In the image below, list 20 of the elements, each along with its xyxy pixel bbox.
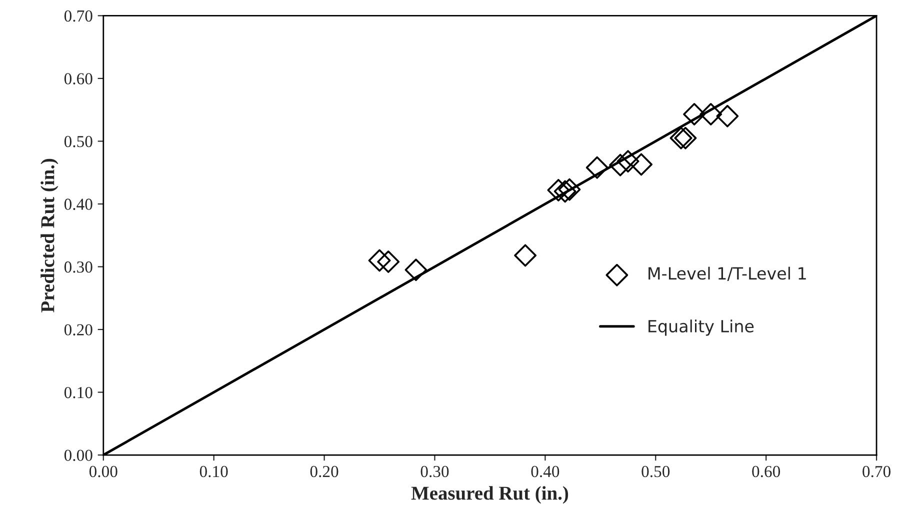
x-tick-label: 0.30 bbox=[420, 466, 449, 478]
x-tick-label: 0.00 bbox=[89, 466, 118, 478]
y-tick-label: 0.00 bbox=[64, 450, 92, 462]
y-tick-label: 0.70 bbox=[64, 10, 92, 22]
y-tick-label: 0.40 bbox=[64, 198, 92, 210]
y-tick-label: 0.30 bbox=[64, 261, 92, 273]
legend-label: M-Level 1/T-Level 1 bbox=[648, 266, 806, 281]
y-tick-label: 0.10 bbox=[64, 386, 92, 398]
y-tick-label: 0.60 bbox=[64, 73, 92, 84]
x-tick-label: 0.40 bbox=[531, 466, 560, 478]
x-axis-title: Measured Rut (in.) bbox=[411, 486, 568, 504]
y-axis-title: Predicted Rut (in.) bbox=[40, 158, 58, 312]
x-tick-label: 0.10 bbox=[200, 466, 228, 478]
x-tick-label: 0.70 bbox=[862, 466, 890, 478]
x-tick-label: 0.60 bbox=[752, 466, 780, 478]
x-tick-label: 0.20 bbox=[310, 466, 338, 478]
legend-label: Equality Line bbox=[648, 320, 754, 336]
x-tick-label: 0.50 bbox=[642, 466, 670, 478]
y-tick-label: 0.20 bbox=[64, 324, 92, 336]
y-tick-label: 0.50 bbox=[64, 136, 92, 148]
